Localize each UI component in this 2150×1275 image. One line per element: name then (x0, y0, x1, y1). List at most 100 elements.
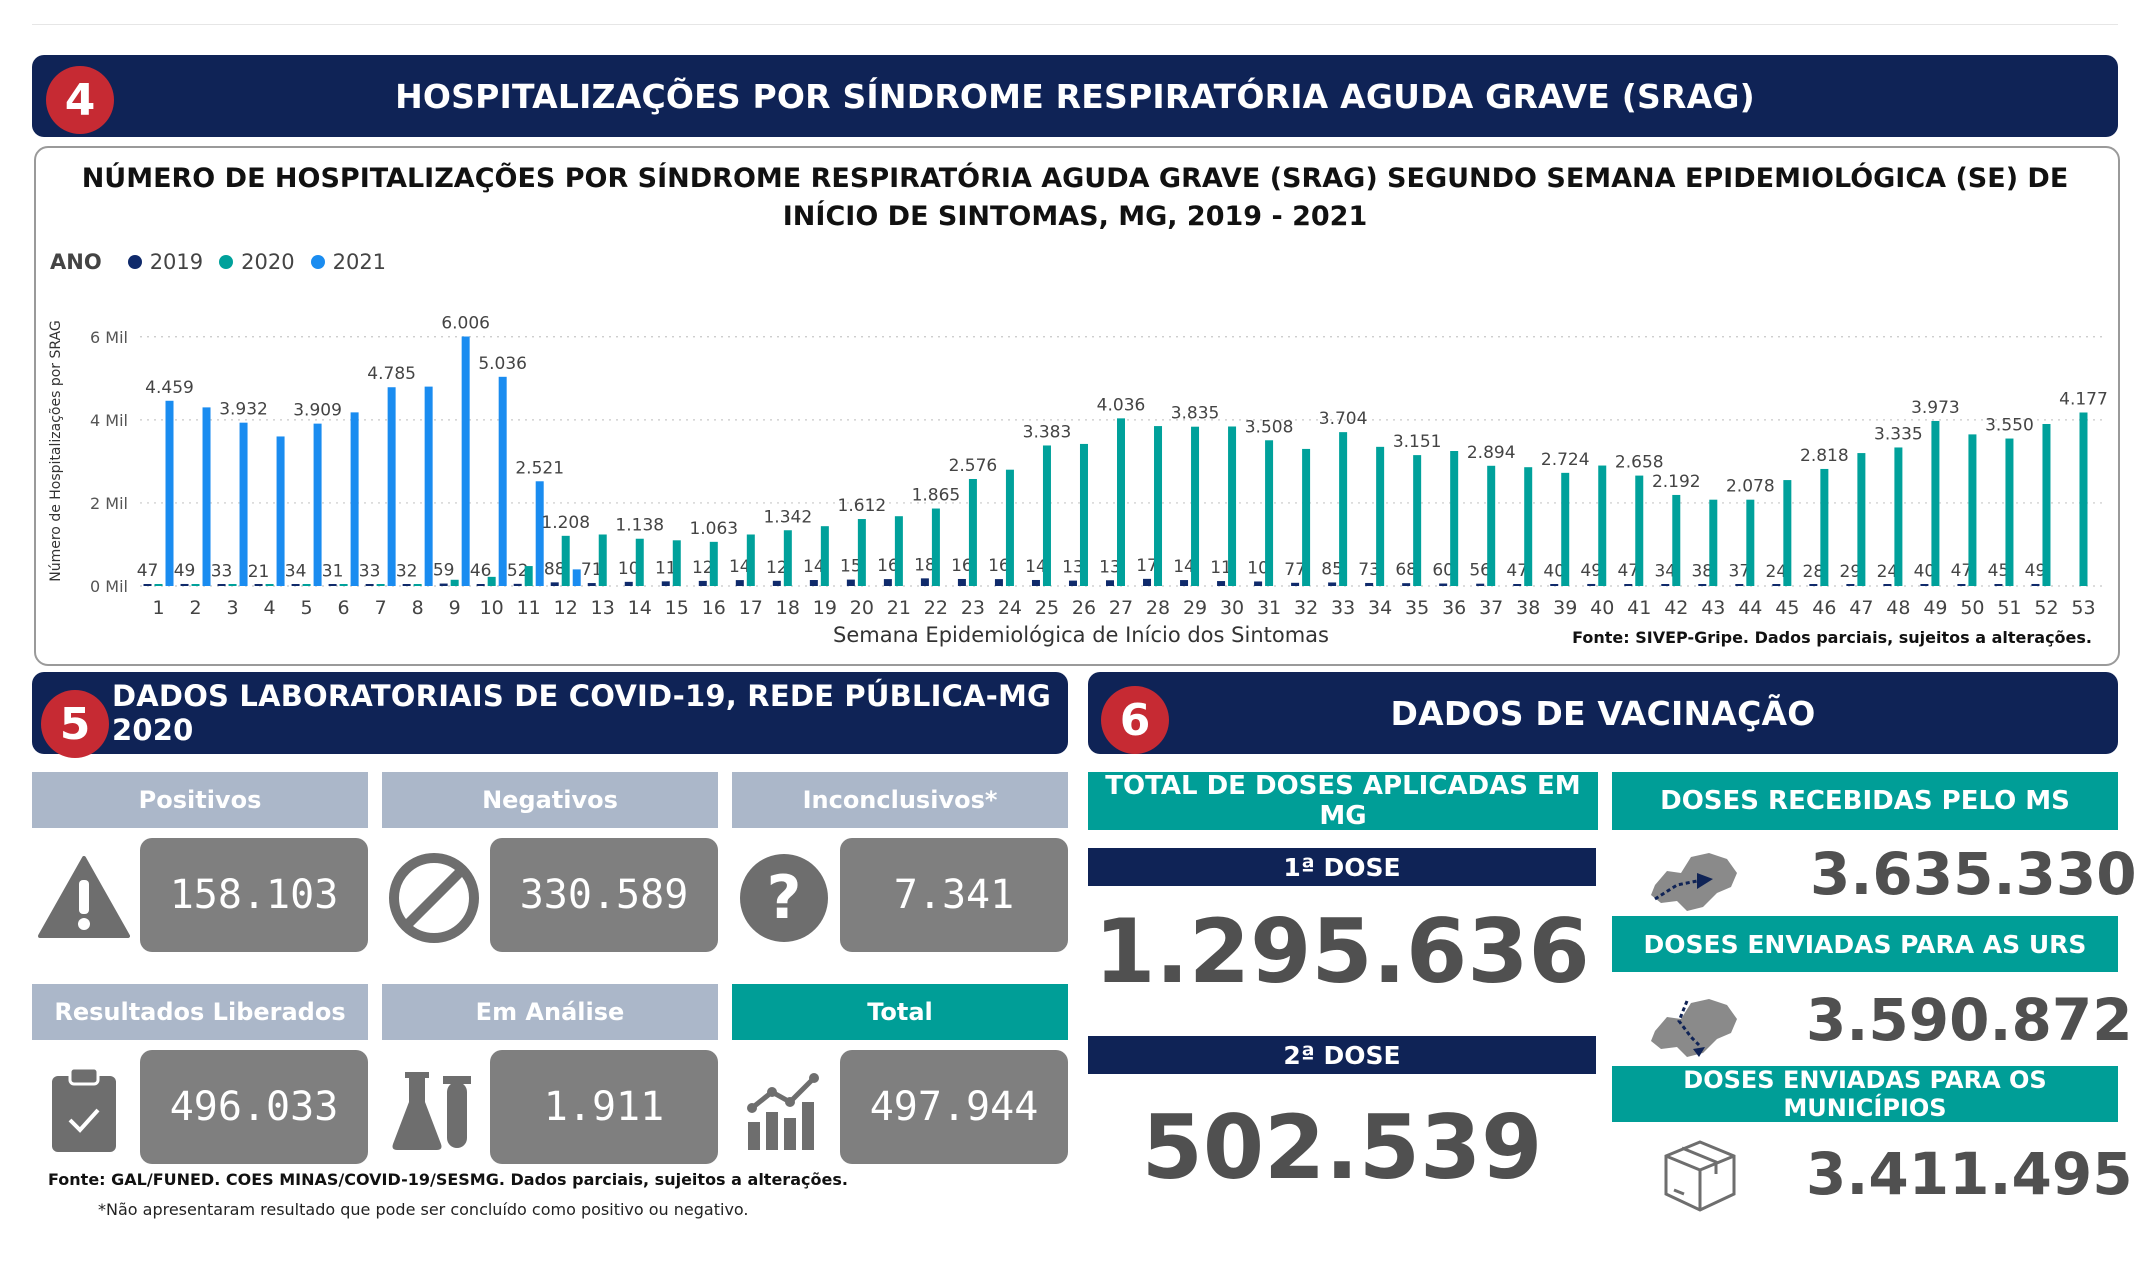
data-label-2019: 16 (988, 556, 1010, 576)
data-label-2020: 3.508 (1245, 417, 1294, 437)
total-doses-header: TOTAL DE DOSES APLICADAS EM MG (1088, 771, 1598, 831)
x-tick-label: 3 (227, 597, 239, 619)
legend-label-2020[interactable]: 2020 (241, 250, 295, 274)
data-label-2019: 32 (396, 562, 418, 582)
bar-2019-se47 (1846, 584, 1855, 586)
bar-2019-se7 (365, 584, 374, 586)
bar-2020-se51 (2005, 438, 2014, 586)
bar-2019-se5 (291, 584, 300, 586)
bar-2019-se34 (1365, 582, 1374, 586)
x-tick-label: 31 (1257, 597, 1281, 619)
data-label-2019: 13 (1062, 558, 1084, 578)
x-tick-label: 49 (1923, 597, 1947, 619)
y-tick-label: 4 Mil (90, 411, 128, 430)
bar-2020-se39 (1561, 472, 1570, 586)
bar-2020-se38 (1524, 467, 1533, 586)
bar-2019-se38 (1513, 584, 1522, 586)
data-label-2019: 38 (1691, 561, 1713, 581)
data-label-2019: 34 (285, 562, 307, 582)
bar-2020-se27 (1117, 418, 1125, 586)
x-tick-label: 28 (1146, 597, 1170, 619)
legend-label-2021[interactable]: 2021 (332, 250, 387, 274)
data-label-2019: 21 (248, 562, 270, 582)
data-label-2019: 33 (211, 562, 233, 582)
x-tick-label: 10 (480, 597, 504, 619)
x-tick-label: 38 (1516, 597, 1540, 619)
data-label-2020: 3.973 (1911, 398, 1960, 418)
data-label-2019: 49 (1580, 561, 1602, 581)
data-label-2019: 46 (470, 561, 492, 581)
bar-2020-se35 (1413, 455, 1422, 586)
x-tick-label: 29 (1183, 597, 1207, 619)
legend-title: ANO (50, 250, 102, 274)
x-tick-label: 52 (2034, 597, 2058, 619)
bar-2021-se9 (461, 336, 470, 586)
data-label-2019: 11 (1210, 558, 1232, 578)
data-label-2019: 28 (1803, 562, 1825, 582)
bar-2019-se23 (957, 578, 966, 586)
chart-legend: ANO 2019 2020 2021 (50, 250, 386, 274)
bar-2020-se5 (302, 584, 311, 586)
bar-2019-se46 (1809, 584, 1818, 586)
bar-2020-se43 (1709, 499, 1718, 586)
bar-2020-se50 (1968, 434, 1977, 586)
bar-2019-se35 (1402, 583, 1411, 586)
data-label-2019: 18 (914, 555, 936, 575)
x-tick-label: 32 (1294, 597, 1318, 619)
bar-2020-se1 (154, 584, 163, 586)
bar-2020-se25 (1042, 445, 1051, 586)
srag-bar-chart: 0 Mil 2 Mil 4 Mil 6 Mil Número de Hospitaliz… (48, 314, 2108, 647)
sent-urs-value: 3.590.872 (1806, 986, 2133, 1054)
bar-2019-se43 (1698, 584, 1707, 586)
data-label-2019: 49 (2025, 561, 2047, 581)
bar-2020-se42 (1672, 494, 1681, 586)
bar-2020-se11 (524, 566, 533, 586)
data-label-2020: 4.036 (1097, 395, 1146, 415)
data-label-2020: 2.192 (1652, 472, 1701, 492)
data-label-2021: 5.036 (478, 354, 527, 374)
bar-2020-se10 (487, 576, 496, 586)
mg-map-arrow-icon (1646, 840, 1742, 920)
data-label-2019: 10 (1247, 558, 1269, 578)
vaccination-section-header: DADOS DE VACINAÇÃO (1088, 672, 2118, 754)
bar-2020-se49 (1931, 420, 1940, 586)
bar-2019-se42 (1661, 584, 1670, 586)
question-icon: ? (734, 848, 834, 948)
dose1-value: 1.295.636 (1094, 900, 1590, 1003)
sent-municipios-header: DOSES ENVIADAS PARA OS MUNICÍPIOS (1612, 1066, 2118, 1122)
bar-2019-se25 (1031, 579, 1040, 586)
bar-2020-se52 (2042, 424, 2051, 586)
bar-2019-se44 (1735, 584, 1744, 586)
bar-2020-se13 (598, 534, 607, 586)
x-tick-label: 50 (1960, 597, 1984, 619)
bar-2020-se8 (413, 584, 422, 586)
received-ms-value: 3.635.330 (1810, 840, 2137, 908)
y-tick-label: 0 Mil (90, 577, 128, 596)
inconclusivos-value: 7.341 (840, 838, 1068, 952)
bar-2019-se40 (1587, 583, 1596, 586)
x-tick-label: 40 (1590, 597, 1614, 619)
data-label-2019: 52 (507, 561, 529, 581)
bar-2021-se6 (350, 412, 359, 586)
bar-2020-se6 (339, 584, 348, 586)
x-tick-label: 12 (554, 597, 578, 619)
data-label-2021: 3.932 (219, 400, 268, 420)
bar-2019-se26 (1068, 580, 1077, 586)
srag-chart-panel (34, 146, 2120, 666)
x-tick-label: 33 (1331, 597, 1355, 619)
bar-2019-se48 (1883, 584, 1892, 586)
bar-2020-se33 (1339, 432, 1348, 586)
x-tick-label: 23 (961, 597, 985, 619)
srag-section-header: HOSPITALIZAÇÕES POR SÍNDROME RESPIRATÓRI… (32, 55, 2118, 137)
section-badge-5: 5 (41, 690, 109, 758)
legend-label-2019[interactable]: 2019 (149, 250, 204, 274)
data-label-2019: 40 (1543, 561, 1565, 581)
data-label-2019: 29 (1840, 562, 1862, 582)
x-tick-label: 27 (1109, 597, 1133, 619)
svg-text:?: ? (767, 863, 802, 933)
inconclusivos-header: Inconclusivos* (732, 772, 1068, 828)
bar-2020-se48 (1894, 447, 1903, 586)
x-tick-label: 15 (665, 597, 689, 619)
x-tick-label: 36 (1442, 597, 1466, 619)
bar-2019-se39 (1550, 584, 1559, 586)
